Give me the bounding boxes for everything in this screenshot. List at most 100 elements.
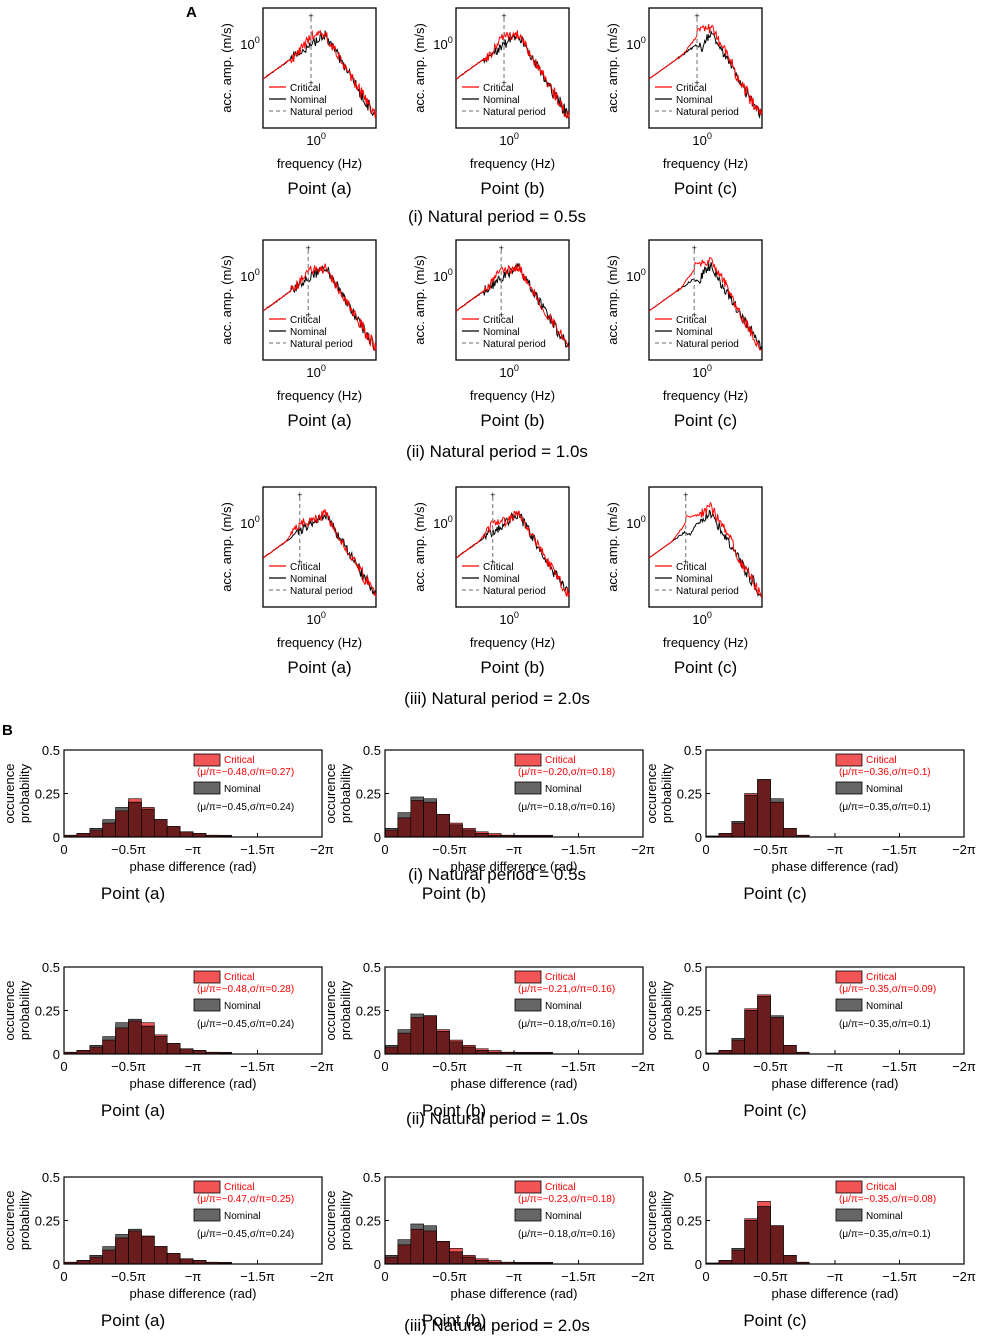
y-axis-label-line2: probability xyxy=(659,980,674,1040)
legend-label-critical: Critical xyxy=(676,562,707,573)
overlap-bar xyxy=(423,1230,437,1265)
x-axis-label: phase difference (rad) xyxy=(451,1076,578,1091)
x-axis-label: frequency (Hz) xyxy=(663,156,748,171)
x-tick-label: −0.5π xyxy=(111,1269,146,1284)
overlap-bar xyxy=(770,1017,784,1055)
overlap-bar xyxy=(783,827,797,838)
overlap-bar xyxy=(449,1041,463,1055)
point-label: Point (a) xyxy=(287,658,351,677)
spectrum-axes-frame xyxy=(648,486,763,608)
legend-stats-critical: (μ/π=−0.20,σ/π=0.18) xyxy=(518,767,615,778)
legend-label-critical: Critical xyxy=(545,1182,576,1193)
legend-label-critical: Critical xyxy=(224,755,255,766)
spectrum-axes-frame xyxy=(455,239,570,361)
y-tick-label: 0.25 xyxy=(677,1214,702,1229)
y-tick-label: 0 xyxy=(695,830,702,845)
y-tick-label: 0.5 xyxy=(684,1170,702,1185)
point-label: Point (c) xyxy=(743,1311,806,1330)
legend-label-natural: Natural period xyxy=(676,339,739,350)
x-tick-label: −1.5π xyxy=(240,842,275,857)
legend-label-natural: Natural period xyxy=(676,107,739,118)
point-label: Point (c) xyxy=(743,1101,806,1120)
y-tick-label: 0.25 xyxy=(677,787,702,802)
critical-spectrum-line xyxy=(455,30,570,120)
legend-swatch-nominal xyxy=(514,781,542,795)
panel-b-caption-iii: (iii) Natural period = 2.0s xyxy=(404,1316,590,1335)
y-tick-label: 0.25 xyxy=(35,787,60,802)
y-axis-label: acc. amp. (m/s) xyxy=(412,255,427,345)
x-tick-label: 100 xyxy=(692,131,712,148)
overlap-bar xyxy=(384,829,399,838)
legend-label-critical: Critical xyxy=(676,315,707,326)
y-axis-label-line1: occurence xyxy=(2,981,17,1041)
x-tick-label: −2π xyxy=(952,1059,976,1074)
y-tick-label: 0.5 xyxy=(363,1170,381,1185)
overlap-bar xyxy=(102,822,116,838)
legend-stats-nominal: (μ/π=−0.35,σ/π=0.1) xyxy=(839,802,931,813)
y-axis-label-line1: occurence xyxy=(323,1191,338,1251)
panel-a-caption-ii: (ii) Natural period = 1.0s xyxy=(406,442,588,461)
overlap-bar xyxy=(410,1228,424,1265)
legend-stats-critical: (μ/π=−0.47,σ/π=0.25) xyxy=(197,1194,294,1205)
legend-swatch-critical xyxy=(514,970,542,984)
legend-label-critical: Critical xyxy=(483,83,514,94)
overlap-bar xyxy=(731,1039,745,1055)
x-axis-label: frequency (Hz) xyxy=(663,388,748,403)
x-tick-label: −0.5π xyxy=(753,1269,788,1284)
overlap-bar xyxy=(397,817,412,838)
overlap-bar xyxy=(410,800,424,838)
overlap-bar xyxy=(462,1046,476,1055)
x-tick-label: 0 xyxy=(702,1269,709,1284)
legend-label-nominal: Nominal xyxy=(676,95,713,106)
critical-spectrum-line xyxy=(648,24,763,115)
y-tick-label: 0.5 xyxy=(363,960,381,975)
x-tick-label: 100 xyxy=(692,363,712,380)
y-tick-label: 0.25 xyxy=(35,1004,60,1019)
legend-label-nominal: Nominal xyxy=(224,1001,261,1012)
x-axis-label: frequency (Hz) xyxy=(277,156,362,171)
overlap-bar xyxy=(757,1206,771,1265)
point-label: Point (a) xyxy=(101,1101,165,1120)
y-tick-label: 0.25 xyxy=(35,1214,60,1229)
legend-label-critical: Critical xyxy=(545,755,576,766)
overlap-bar xyxy=(179,831,194,838)
legend-label-nominal: Nominal xyxy=(866,1211,903,1222)
x-tick-label: 0 xyxy=(702,842,709,857)
y-tick-label: 0 xyxy=(53,1047,60,1062)
legend-label-natural: Natural period xyxy=(290,586,353,597)
x-tick-label: −1.5π xyxy=(561,842,596,857)
overlap-bar xyxy=(410,1017,424,1055)
x-tick-label: 100 xyxy=(306,363,326,380)
legend-swatch-nominal xyxy=(514,998,542,1012)
y-axis-label-line2: probability xyxy=(338,763,353,823)
x-tick-label: −0.5π xyxy=(111,1059,146,1074)
x-axis-label: frequency (Hz) xyxy=(277,388,362,403)
legend-stats-critical: (μ/π=−0.35,σ/π=0.08) xyxy=(839,1194,936,1205)
y-tick-label: 0 xyxy=(374,1047,381,1062)
y-axis-label-line2: probability xyxy=(17,763,32,823)
point-label: Point (a) xyxy=(101,884,165,903)
natural-period-marker-top: + xyxy=(308,11,313,21)
legend-label-critical: Critical xyxy=(483,315,514,326)
legend-swatch-nominal xyxy=(835,781,863,795)
x-tick-label: −0.5π xyxy=(753,1059,788,1074)
x-tick-label: 0 xyxy=(381,1059,388,1074)
legend-stats-critical: (μ/π=−0.48,σ/π=0.27) xyxy=(197,767,294,778)
x-axis-label: frequency (Hz) xyxy=(663,635,748,650)
critical-spectrum-line xyxy=(262,263,377,352)
panel-b-caption-i: (i) Natural period = 0.5s xyxy=(407,865,587,884)
x-axis-label: phase difference (rad) xyxy=(772,859,899,874)
legend-label-critical: Critical xyxy=(545,972,576,983)
legend-label-nominal: Nominal xyxy=(676,574,713,585)
y-axis-label-line1: occurence xyxy=(2,764,17,824)
x-tick-label: 0 xyxy=(381,842,388,857)
y-tick-label: 0.5 xyxy=(42,960,60,975)
overlap-bar xyxy=(744,794,758,838)
legend-label-nominal: Nominal xyxy=(483,574,520,585)
point-label: Point (c) xyxy=(743,884,806,903)
legend-swatch-nominal xyxy=(193,998,221,1012)
legend-stats-critical: (μ/π=−0.36,σ/π=0.1) xyxy=(839,767,931,778)
legend-stats-critical: (μ/π=−0.48,σ/π=0.28) xyxy=(197,984,294,995)
x-axis-label: phase difference (rad) xyxy=(451,1286,578,1301)
